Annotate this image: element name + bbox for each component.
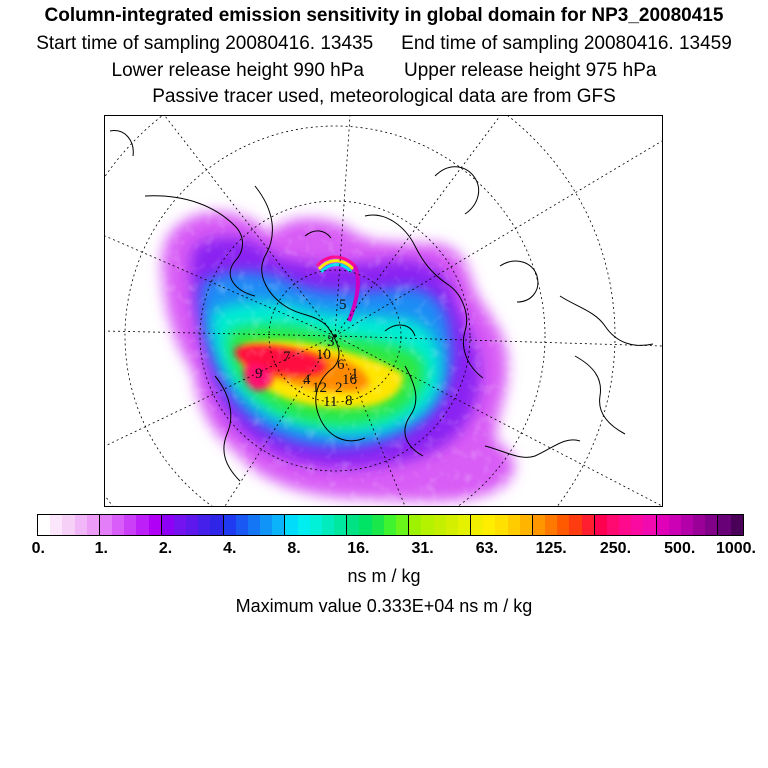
colorbar-tick-label: 500. bbox=[664, 540, 696, 557]
colorbar-cell bbox=[359, 515, 372, 535]
map-label: 7 bbox=[283, 349, 291, 365]
colorbar-cell bbox=[235, 515, 248, 535]
sensitivity-map: 5 3 7 10 9 6 1 4 12 2 11 8 16 bbox=[104, 115, 663, 507]
map-label: 16 bbox=[342, 372, 358, 388]
colorbar-cell bbox=[445, 515, 458, 535]
colorbar-cell bbox=[717, 515, 731, 535]
colorbar-cell bbox=[395, 515, 409, 535]
colorbar-cell bbox=[272, 515, 285, 535]
colorbar-cell bbox=[606, 515, 620, 535]
map-label: 8 bbox=[345, 393, 353, 409]
lower-release-height: Lower release height 990 hPa bbox=[111, 60, 364, 81]
colorbar-tick-label: 16. bbox=[347, 540, 370, 557]
colorbar-tick-label: 4. bbox=[223, 540, 237, 557]
colorbar-cell bbox=[297, 515, 310, 535]
colorbar-cell bbox=[247, 515, 261, 535]
map-label: 9 bbox=[255, 366, 263, 382]
colorbar-cell bbox=[334, 515, 347, 535]
colorbar-cell bbox=[693, 515, 706, 535]
colorbar-cell bbox=[557, 515, 570, 535]
colorbar-cell bbox=[86, 515, 99, 535]
colorbar-cell bbox=[260, 515, 273, 535]
colorbar-units: ns m / kg bbox=[347, 566, 421, 586]
colorbar-cell bbox=[470, 515, 484, 535]
tracer-note: Passive tracer used, meteorological data… bbox=[152, 86, 616, 107]
map-label: 4 bbox=[303, 372, 311, 388]
colorbar-cell bbox=[210, 515, 223, 535]
colorbar-cell bbox=[655, 515, 669, 535]
colorbar-cell bbox=[198, 515, 211, 535]
plot-title: Column-integrated emission sensitivity i… bbox=[44, 5, 724, 26]
colorbar-cell bbox=[433, 515, 446, 535]
colorbar-cell bbox=[222, 515, 236, 535]
map-label: 12 bbox=[312, 380, 327, 396]
colorbar-cell bbox=[593, 515, 607, 535]
colorbar-cell bbox=[483, 515, 496, 535]
colorbar-cell bbox=[408, 515, 422, 535]
colorbar-cell bbox=[519, 515, 532, 535]
colorbar-cell bbox=[421, 515, 434, 535]
colorbar bbox=[37, 514, 744, 536]
upper-release-height: Upper release height 975 hPa bbox=[404, 60, 657, 81]
colorbar-cell bbox=[309, 515, 322, 535]
colorbar-cell bbox=[124, 515, 137, 535]
map-label: 1 bbox=[351, 366, 359, 382]
colorbar-cell bbox=[148, 515, 161, 535]
colorbar-cell bbox=[112, 515, 125, 535]
colorbar-cell bbox=[730, 515, 743, 535]
maximum-value: Maximum value 0.333E+04 ns m / kg bbox=[235, 596, 533, 616]
colorbar-cell bbox=[383, 515, 396, 535]
map-label: 3 bbox=[327, 334, 335, 350]
map-label: 2 bbox=[335, 380, 343, 396]
colorbar-cell bbox=[457, 515, 471, 535]
release-heights: Lower release height 990 hPa Upper releas… bbox=[0, 60, 768, 82]
colorbar-tick-label: 31. bbox=[411, 540, 434, 557]
colorbar-cell bbox=[50, 515, 63, 535]
colorbar-cell bbox=[569, 515, 582, 535]
colorbar-cell bbox=[136, 515, 149, 535]
colorbar-cell bbox=[631, 515, 644, 535]
map-label: 10 bbox=[316, 347, 331, 363]
coastlines bbox=[109, 130, 654, 482]
colorbar-cell bbox=[62, 515, 75, 535]
colorbar-cell bbox=[346, 515, 360, 535]
colorbar-cell bbox=[284, 515, 298, 535]
sampling-times: Start time of sampling 20080416. 13435 En… bbox=[0, 33, 768, 55]
colorbar-tick-label: 0. bbox=[31, 540, 46, 557]
colorbar-cell bbox=[74, 515, 87, 535]
colorbar-cell bbox=[495, 515, 508, 535]
colorbar-tick-label: 63. bbox=[475, 540, 499, 557]
plume-texture bbox=[105, 116, 662, 506]
colorbar-tick-label: 250. bbox=[599, 540, 632, 557]
colorbar-cell bbox=[581, 515, 594, 535]
colorbar-cell bbox=[321, 515, 335, 535]
colorbar-cell bbox=[668, 515, 681, 535]
colorbar-cell bbox=[619, 515, 632, 535]
colorbar-cell bbox=[680, 515, 694, 535]
map-labels: 5 3 7 10 9 6 1 4 12 2 11 8 16 bbox=[255, 297, 359, 410]
colorbar-tick-label: 2. bbox=[158, 540, 173, 557]
graticule bbox=[105, 116, 662, 506]
colorbar-ticks: 0. 1. 2. 4. 8. 16. 31. 63. 125. 250. 500. 1000. bbox=[0, 540, 768, 562]
map-label: 11 bbox=[323, 394, 337, 410]
colorbar-cell bbox=[160, 515, 174, 535]
colorbar-cell bbox=[173, 515, 187, 535]
colorbar-tick-label: 8. bbox=[287, 540, 301, 557]
map-label: 6 bbox=[337, 357, 345, 373]
colorbar-cell bbox=[705, 515, 718, 535]
colorbar-tick-label: 1000. bbox=[715, 540, 757, 557]
colorbar-cell bbox=[643, 515, 656, 535]
colorbar-cell bbox=[531, 515, 546, 535]
colorbar-cell bbox=[371, 515, 384, 535]
colorbar-cell bbox=[98, 515, 113, 535]
colorbar-tick-label: 1. bbox=[94, 540, 108, 557]
colorbar-tick-label: 125. bbox=[535, 540, 567, 557]
colorbar-cell bbox=[545, 515, 558, 535]
colorbar-cell bbox=[186, 515, 199, 535]
map-label: 5 bbox=[339, 297, 347, 313]
colorbar-cell bbox=[38, 515, 51, 535]
start-time: Start time of sampling 20080416. 13435 bbox=[36, 33, 374, 54]
end-time: End time of sampling 20080416. 13459 bbox=[401, 33, 732, 54]
colorbar-cell bbox=[507, 515, 520, 535]
